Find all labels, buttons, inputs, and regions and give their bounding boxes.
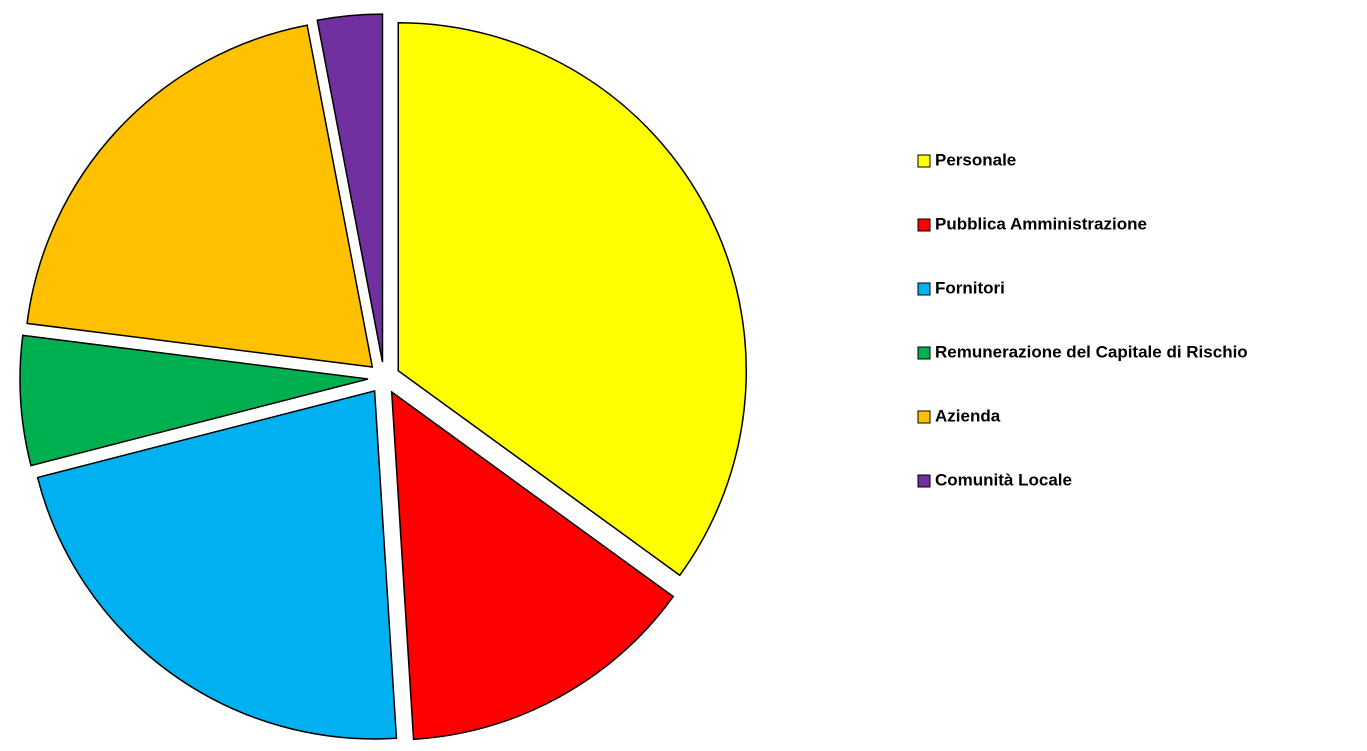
legend-swatch — [917, 474, 931, 488]
pie-slice — [316, 13, 384, 363]
pie-slice — [390, 390, 675, 741]
legend-label: Pubblica Amministrazione — [935, 214, 1147, 233]
legend-swatch — [917, 282, 931, 296]
legend-swatch — [917, 346, 931, 360]
legend-label: Remunerazione del Capitale di Rischio — [935, 342, 1248, 361]
legend-swatch — [917, 410, 931, 424]
legend-label: Personale — [935, 150, 1016, 169]
legend-label: Fornitori — [935, 278, 1005, 297]
legend-swatch — [917, 154, 931, 168]
pie-slice — [397, 21, 747, 577]
pie-slice — [26, 24, 374, 368]
legend-label: Comunità Locale — [935, 470, 1072, 489]
legend-label: Azienda — [935, 406, 1001, 425]
pie-slice — [36, 389, 398, 740]
pie-slice — [19, 334, 369, 467]
legend-swatch — [917, 218, 931, 232]
